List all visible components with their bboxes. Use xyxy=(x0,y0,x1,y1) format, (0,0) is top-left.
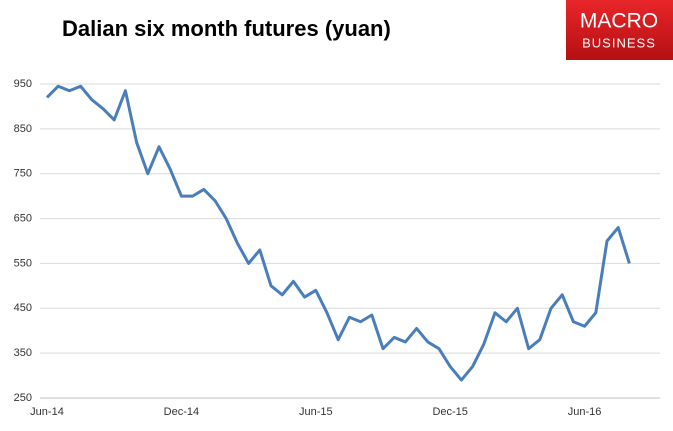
logo-text: BUSINESS xyxy=(582,35,656,50)
y-tick-label: 950 xyxy=(14,78,32,90)
x-tick-label: Dec-14 xyxy=(164,406,199,418)
logo-box xyxy=(566,0,673,60)
x-tick-label: Jun-14 xyxy=(30,406,64,418)
y-tick-label: 350 xyxy=(14,347,32,359)
chart-title: Dalian six month futures (yuan) xyxy=(62,16,391,41)
data-line xyxy=(45,84,631,382)
y-tick-label: 650 xyxy=(14,212,32,224)
y-tick-label: 250 xyxy=(14,392,32,404)
logo-text: MACRO xyxy=(580,10,658,33)
y-tick-label: 750 xyxy=(14,168,32,180)
y-tick-label: 850 xyxy=(14,123,32,135)
y-tick-label: 550 xyxy=(14,257,32,269)
x-tick-label: Dec-15 xyxy=(432,406,467,418)
y-tick-label: 450 xyxy=(14,302,32,314)
x-tick-label: Jun-16 xyxy=(568,406,602,418)
x-tick-label: Jun-15 xyxy=(299,406,333,418)
